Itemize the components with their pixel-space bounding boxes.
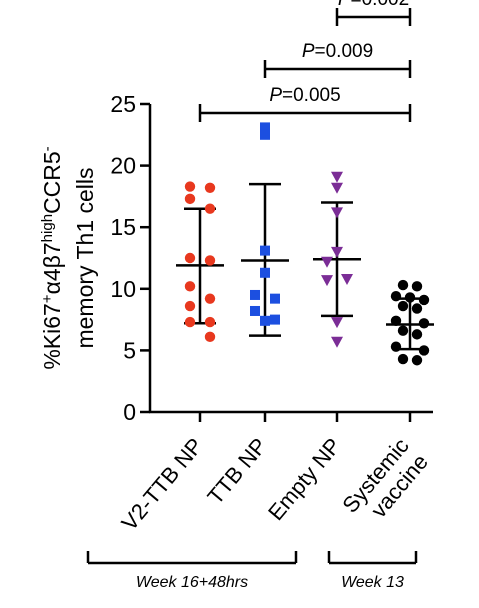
data-point (341, 273, 353, 285)
x-tick-label-line: V2-TTB NP (116, 433, 207, 535)
data-point (331, 246, 343, 258)
data-point (184, 281, 196, 292)
y-axis: 0 5 10 15 20 25 (110, 91, 152, 425)
y-title-text: α4β7 (39, 242, 65, 294)
data-point (418, 318, 430, 329)
data-point (270, 314, 280, 325)
data-point (397, 300, 409, 312)
data-point (411, 329, 423, 340)
p-value-label: P=0.009 (302, 41, 373, 62)
data-points (184, 122, 430, 366)
data-point (397, 279, 409, 291)
data-point (204, 255, 216, 266)
x-tick-label: Empty NP (263, 433, 346, 525)
p-letter: P (302, 41, 315, 62)
data-point (204, 331, 216, 343)
data-point (390, 290, 402, 302)
error-bars (176, 182, 434, 351)
group-bracket: Week 13 (327, 551, 418, 591)
data-point (390, 341, 402, 352)
data-point (331, 207, 343, 219)
data-point (260, 245, 270, 256)
y-tick-label: 25 (110, 91, 136, 117)
data-point (331, 336, 343, 348)
x-tick-label: Systemicvaccine (337, 433, 433, 534)
data-point (404, 292, 416, 303)
y-tick-label: 0 (123, 399, 136, 425)
data-point (250, 305, 260, 316)
significance-bracket: P=0.009 (263, 41, 412, 78)
y-title-superscript: high (39, 214, 56, 242)
x-tick-label: TTB NP (202, 433, 271, 509)
data-point (331, 317, 343, 329)
y-tick-label: 5 (123, 337, 136, 363)
data-point (418, 345, 430, 356)
y-axis-title: %Ki67+α4β7highCCR5-memory Th1 cells (39, 146, 99, 369)
significance-bracket: P=0.005 (198, 85, 412, 122)
group-brackets: Week 16+48hrs Week 13 (86, 551, 418, 591)
data-point (184, 252, 196, 264)
data-point (260, 122, 270, 133)
y-tick-label: 10 (110, 276, 136, 302)
data-point (260, 129, 270, 140)
data-point (418, 294, 430, 306)
data-point (270, 293, 280, 304)
y-tick-label: 15 (110, 214, 136, 240)
data-point (397, 325, 409, 336)
data-point (411, 281, 423, 292)
p-value-label: P=0.002 (338, 0, 409, 10)
group-bracket: Week 16+48hrs (86, 551, 298, 591)
y-title-text: %Ki67 (39, 303, 65, 369)
data-point (204, 203, 216, 214)
y-title-superscript: - (39, 146, 56, 151)
x-tick-label: V2-TTB NP (116, 433, 207, 535)
data-point (331, 171, 343, 183)
data-point (260, 267, 270, 278)
p-letter: P (269, 85, 282, 106)
group-label: Week 13 (341, 574, 404, 591)
p-number: =0.005 (282, 85, 341, 106)
x-tick-label-line: Empty NP (263, 433, 346, 525)
data-point (331, 182, 343, 194)
data-point (184, 316, 196, 328)
data-point (260, 315, 270, 326)
data-point (204, 316, 216, 328)
data-point (411, 303, 423, 314)
data-point (321, 256, 333, 268)
y-title-superscript: + (39, 294, 56, 303)
data-point (204, 293, 216, 304)
p-number: =0.002 (351, 0, 410, 10)
y-axis-title-line2: memory Th1 cells (72, 167, 98, 348)
significance-bracket: P=0.002 (335, 0, 412, 26)
data-point (204, 182, 216, 193)
data-point (184, 193, 196, 205)
data-point (411, 355, 423, 366)
data-point (184, 300, 196, 312)
data-point (321, 275, 333, 287)
y-title-text: CCR5 (39, 151, 65, 214)
p-number: =0.009 (315, 41, 374, 62)
data-point (390, 315, 402, 327)
x-tick-label-line: TTB NP (202, 433, 271, 509)
group-label: Week 16+48hrs (136, 574, 248, 591)
p-letter: P (338, 0, 351, 10)
data-point (250, 289, 260, 300)
data-point (184, 181, 196, 192)
y-tick-label: 20 (110, 153, 136, 179)
y-axis-title-line1: %Ki67+α4β7highCCR5- (39, 146, 66, 369)
data-point (397, 353, 409, 365)
p-value-label: P=0.005 (269, 85, 340, 106)
